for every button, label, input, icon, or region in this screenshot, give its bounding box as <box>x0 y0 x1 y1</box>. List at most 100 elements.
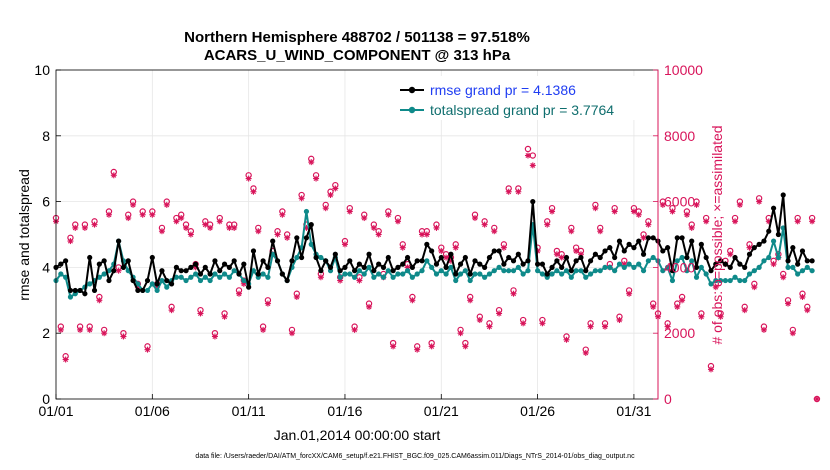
rmse-point <box>573 258 579 264</box>
rmse-point <box>154 281 160 287</box>
obs-assimilated-point <box>197 310 204 317</box>
spread-point <box>660 268 666 274</box>
rmse-point <box>173 264 179 270</box>
rmse-point <box>689 238 695 244</box>
rmse-point <box>612 254 618 261</box>
spread-point <box>708 281 714 287</box>
obs-assimilated-point <box>168 307 175 314</box>
obs-assimilated-point <box>659 201 666 208</box>
obs-assimilated-point <box>703 218 710 225</box>
rmse-point <box>448 251 454 257</box>
obs-assimilated-point <box>279 211 286 218</box>
spread-point <box>67 294 74 300</box>
rmse-point <box>438 254 444 261</box>
obs-assimilated-point <box>399 244 406 251</box>
spread-point <box>684 268 690 274</box>
obs-assimilated-point <box>356 277 363 284</box>
rmse-point <box>130 277 136 284</box>
spread-point <box>799 268 806 274</box>
asterisk-stroke <box>250 189 256 195</box>
spread-point <box>616 261 623 267</box>
asterisk-stroke <box>506 189 512 195</box>
rmse-point <box>539 261 546 267</box>
spread-point <box>775 254 782 261</box>
rmse-point <box>746 251 753 257</box>
asterisk-stroke <box>636 212 642 218</box>
obs-assimilated-point <box>616 317 623 324</box>
rmse-point <box>342 264 348 270</box>
asterisk-stroke <box>72 225 78 231</box>
obs-assimilated-point <box>553 251 560 258</box>
spread-point <box>149 281 155 287</box>
asterisk-stroke <box>101 330 107 336</box>
obs-assimilated-point <box>264 300 271 307</box>
obs-assimilated-point <box>366 303 373 310</box>
rmse-point <box>799 248 806 254</box>
obs-assimilated-point <box>341 241 348 248</box>
rmse-point <box>250 248 257 254</box>
rmse-point <box>284 277 290 284</box>
asterisk-stroke <box>554 251 560 257</box>
spread-point <box>640 268 647 274</box>
spread-point <box>515 264 521 270</box>
rmse-point <box>87 254 93 261</box>
spread-point <box>183 277 189 284</box>
spread-point <box>337 274 343 280</box>
x-tick-label: 01/11 <box>232 403 266 419</box>
rmse-point <box>82 291 88 297</box>
spread-point <box>144 287 151 294</box>
asterisk-stroke <box>665 324 671 330</box>
spread-series <box>53 208 815 300</box>
obs-assimilated-point <box>101 330 108 337</box>
obs-assimilated-point <box>91 221 98 228</box>
spread-point <box>535 268 541 274</box>
y-tick-label-left: 2 <box>42 325 50 341</box>
asterisk-stroke <box>58 327 64 333</box>
rmse-point <box>722 261 729 267</box>
rmse-point <box>669 268 676 274</box>
spread-point <box>265 274 271 280</box>
y-tick-label-right: 10000 <box>664 62 703 78</box>
rmse-point <box>409 264 415 270</box>
obs-assimilated-point <box>423 231 430 238</box>
obs-assimilated-point <box>322 205 329 212</box>
y-tick-label-right: 6000 <box>664 194 695 210</box>
asterisk-stroke <box>92 222 98 228</box>
rmse-point <box>265 264 271 270</box>
asterisk-stroke <box>747 245 752 251</box>
asterisk-stroke <box>323 205 329 211</box>
spread-point <box>732 274 738 280</box>
obs-assimilated-point <box>520 320 527 327</box>
asterisk-stroke <box>650 304 656 310</box>
obs-assimilated-point <box>332 185 339 192</box>
rmse-point <box>424 241 430 247</box>
obs-assimilated-point <box>640 234 647 241</box>
spread-point <box>746 271 753 277</box>
asterisk-stroke <box>183 225 189 231</box>
asterisk-stroke <box>525 153 531 159</box>
spread-point <box>308 241 314 247</box>
obs-assimilated-point <box>679 297 686 304</box>
spread-point <box>761 258 767 264</box>
obs-assimilated-point <box>77 326 84 333</box>
obs-assimilated-point <box>57 326 64 333</box>
spread-point <box>385 268 391 274</box>
rmse-point <box>241 261 247 267</box>
rmse-point <box>193 261 199 267</box>
asterisk-stroke <box>568 228 574 234</box>
spread-point <box>347 271 353 277</box>
rmse-point <box>303 235 310 241</box>
asterisk-stroke <box>226 225 232 231</box>
spread-point <box>631 264 637 270</box>
obs-assimilated-point <box>236 290 243 297</box>
spread-point <box>573 268 579 274</box>
spread-point <box>645 258 651 264</box>
asterisk-stroke <box>785 301 791 307</box>
spread-point <box>457 271 464 277</box>
asterisk-stroke <box>549 208 555 214</box>
rmse-point <box>718 258 724 264</box>
asterisk-stroke <box>255 228 261 234</box>
obs-assimilated-point <box>130 201 137 208</box>
obs-assimilated-point <box>317 274 324 281</box>
rmse-point <box>419 258 425 264</box>
